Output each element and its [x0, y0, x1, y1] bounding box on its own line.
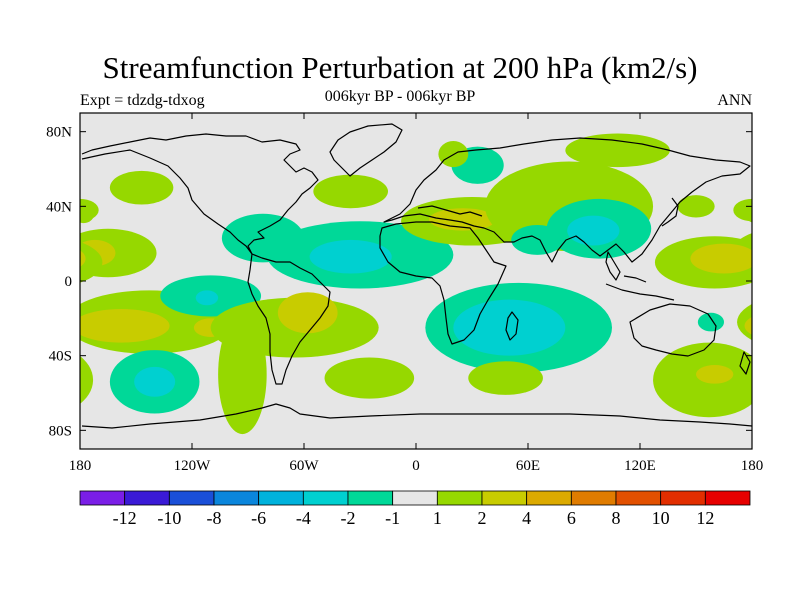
colorbar: -12 -10 -8 -6 -4 -2 -1 1 2 4 6 8 10 12 — [79, 490, 751, 528]
x-tick-label-4: 60E — [516, 458, 540, 474]
contour-fields — [5, 133, 800, 435]
y-tick-label-0: 80N — [46, 125, 72, 141]
coastlines — [81, 123, 752, 429]
contour-region-17 — [324, 357, 415, 399]
contour-region-34 — [468, 361, 543, 395]
contour-region-26 — [511, 225, 564, 255]
colorbar-label-10: 6 — [567, 508, 576, 528]
coastline-north-america — [81, 133, 319, 255]
season-label: ANN — [717, 92, 752, 109]
y-tick-label-4: 80S — [49, 423, 72, 439]
coastline-antarctica — [81, 403, 752, 429]
colorbar-label-13: 12 — [696, 508, 714, 528]
colorbar-label-11: 8 — [612, 508, 621, 528]
contour-region-18 — [313, 174, 388, 209]
y-tick-label-2: 0 — [65, 274, 73, 290]
colorbar-label-2: -8 — [207, 508, 222, 528]
colorbar-label-0: -12 — [113, 508, 137, 528]
colorbar-box-4 — [258, 490, 304, 506]
coastline-greenland — [329, 123, 403, 177]
contour-region-16 — [277, 292, 338, 334]
colorbar-box-11 — [570, 490, 617, 506]
x-tick-label-6: 180 — [741, 458, 764, 474]
colorbar-box-13 — [660, 490, 706, 506]
x-tick-label-5: 120E — [624, 458, 656, 474]
coastline-africa — [379, 221, 507, 345]
x-tick-label-2: 60W — [289, 458, 319, 474]
axes: 180 120W 60W 0 60E 120E 180 80N 40N 0 40S 80S — [46, 113, 763, 474]
coastline-new-zealand — [739, 351, 751, 375]
plot-subtitle: 006kyr BP - 006kyr BP — [324, 88, 476, 105]
coastline-australia — [629, 303, 717, 357]
colorbar-label-8: 2 — [478, 508, 487, 528]
contour-region-5 — [80, 309, 170, 343]
colorbar-label-3: -6 — [251, 508, 266, 528]
plot-title: Streamfunction Perturbation at 200 hPa (… — [102, 50, 698, 85]
colorbar-box-3 — [213, 490, 260, 506]
contour-region-35 — [80, 355, 94, 404]
contour-region-27 — [565, 133, 670, 168]
colorbar-label-4: -4 — [296, 508, 311, 528]
colorbar-label-12: 10 — [652, 508, 670, 528]
coastline-eurasia — [383, 137, 751, 263]
contour-region-28 — [5, 195, 42, 217]
colorbar-label-5: -2 — [341, 508, 356, 528]
x-tick-label-0: 180 — [69, 458, 92, 474]
colorbar-box-7 — [392, 490, 438, 506]
contour-region-37 — [26, 313, 52, 332]
contour-region-0 — [782, 171, 800, 205]
contour-region-33 — [453, 299, 566, 356]
coastline-indochina — [605, 251, 621, 281]
colorbar-box-0 — [79, 490, 126, 506]
contour-region-30 — [80, 241, 103, 283]
contour-region-29 — [80, 198, 99, 222]
contour-region-7 — [782, 350, 800, 413]
colorbar-box-10 — [526, 490, 572, 506]
colorbar-label-9: 4 — [522, 508, 531, 528]
y-tick-label-1: 40N — [46, 199, 72, 215]
colorbar-box-14 — [704, 490, 751, 506]
contour-region-8 — [134, 366, 176, 397]
x-tick-label-1: 120W — [174, 458, 212, 474]
contour-region-25 — [567, 215, 620, 246]
colorbar-label-7: 1 — [433, 508, 442, 528]
colorbar-box-5 — [302, 490, 349, 506]
contour-region-29 — [733, 198, 752, 222]
contour-region-11 — [195, 290, 219, 306]
experiment-label: Expt = tdzdg-tdxog — [80, 92, 205, 109]
contour-region-5 — [744, 316, 752, 335]
contour-region-31 — [690, 243, 752, 274]
colorbar-box-2 — [168, 490, 215, 506]
contour-region-14 — [309, 239, 392, 274]
colorbar-box-8 — [436, 490, 483, 506]
y-tick-label-3: 40S — [49, 349, 72, 365]
contour-region-31 — [80, 250, 86, 267]
colorbar-label-6: -1 — [385, 508, 400, 528]
colorbar-label-1: -10 — [157, 508, 181, 528]
coastline-south-america — [247, 253, 331, 385]
coastline-madagascar — [505, 311, 519, 341]
contour-region-36 — [696, 365, 734, 384]
coastline-mediterranean — [417, 205, 483, 217]
colorbar-box-1 — [124, 490, 170, 506]
colorbar-box-6 — [347, 490, 394, 506]
contour-region-28 — [677, 195, 715, 218]
colorbar-box-9 — [481, 490, 528, 506]
coastline-indonesia — [605, 275, 675, 301]
contour-region-36 — [24, 365, 61, 384]
contour-region-0 — [109, 170, 174, 205]
x-tick-label-3: 0 — [412, 458, 420, 474]
colorbar-box-12 — [615, 490, 662, 506]
contour-region-37 — [697, 312, 725, 332]
coastline-japan — [661, 197, 679, 227]
